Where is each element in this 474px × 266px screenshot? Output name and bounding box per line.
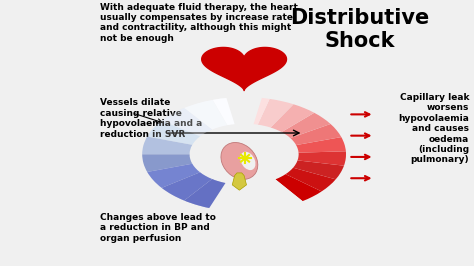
Wedge shape [213, 97, 244, 125]
Polygon shape [202, 47, 286, 90]
Wedge shape [291, 124, 341, 145]
Wedge shape [244, 97, 270, 125]
Text: Distributive
Shock: Distributive Shock [291, 8, 430, 51]
Wedge shape [258, 99, 293, 127]
Wedge shape [162, 108, 212, 136]
Wedge shape [142, 137, 192, 154]
Wedge shape [271, 104, 314, 132]
Wedge shape [282, 113, 330, 138]
Ellipse shape [221, 143, 258, 179]
Wedge shape [162, 108, 212, 136]
Wedge shape [296, 137, 346, 153]
Text: Changes above lead to
a reduction in BP and
organ perfusion: Changes above lead to a reduction in BP … [100, 213, 215, 243]
Wedge shape [298, 151, 346, 166]
Wedge shape [162, 172, 212, 201]
Wedge shape [184, 100, 227, 130]
PathPatch shape [232, 173, 246, 190]
Wedge shape [142, 154, 192, 172]
Wedge shape [184, 100, 227, 130]
Wedge shape [209, 178, 304, 213]
Wedge shape [147, 164, 200, 188]
Text: Capillary leak
worsens
hypovolaemia
and causes
oedema
(including
pulmonary): Capillary leak worsens hypovolaemia and … [398, 93, 469, 164]
Ellipse shape [240, 152, 255, 170]
Wedge shape [147, 121, 200, 145]
Wedge shape [142, 137, 192, 154]
Text: With adequate fluid therapy, the heart
usually compensates by increase rate
and : With adequate fluid therapy, the heart u… [100, 3, 297, 43]
Wedge shape [147, 121, 200, 145]
Wedge shape [285, 168, 336, 192]
Wedge shape [184, 179, 227, 209]
Wedge shape [162, 172, 212, 201]
Text: Vessels dilate
causing relative
hypovolaemia and a
reduction in SVR: Vessels dilate causing relative hypovola… [100, 98, 202, 139]
Wedge shape [226, 96, 262, 126]
Wedge shape [293, 160, 344, 179]
Wedge shape [213, 183, 244, 211]
Wedge shape [213, 183, 244, 211]
Wedge shape [213, 97, 244, 125]
Wedge shape [147, 164, 200, 188]
Wedge shape [275, 174, 321, 201]
Wedge shape [184, 179, 227, 209]
